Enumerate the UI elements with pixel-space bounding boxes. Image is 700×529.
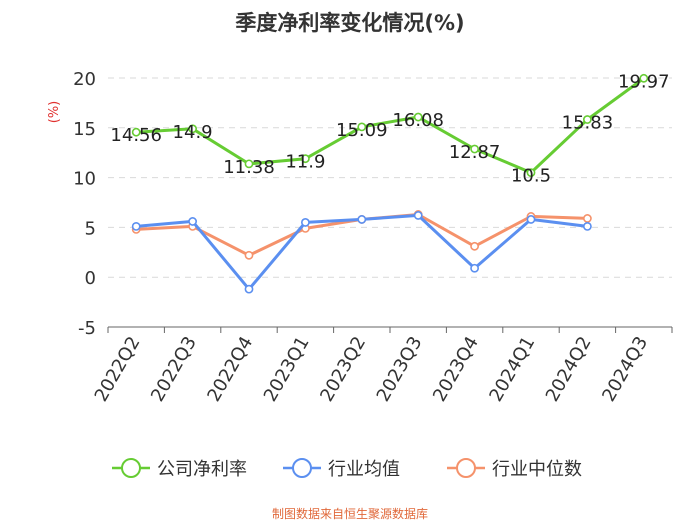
data-label: 19.97 [618,71,670,92]
x-tick-label: 2023Q1 [260,333,314,405]
data-point[interactable] [244,159,254,169]
data-point[interactable] [413,112,423,122]
data-label: 14.9 [173,122,213,143]
data-point[interactable] [639,73,649,83]
data-point[interactable] [583,222,592,231]
data-point[interactable] [357,122,367,132]
y-tick-label: 10 [73,169,96,190]
x-tick-label: 2022Q3 [147,333,201,405]
source-footer: 制图数据来自恒生聚源数据库 [272,506,428,521]
data-point[interactable] [188,124,197,134]
data-label: 11.9 [285,152,325,173]
data-label: 14.56 [110,125,162,146]
data-label: 15.83 [562,113,614,134]
data-label: 12.87 [449,142,501,163]
y-tick-label: 0 [85,268,96,289]
legend-marker[interactable] [121,458,141,478]
data-point[interactable] [583,214,592,223]
y-tick-label: 15 [73,119,96,140]
data-point[interactable] [583,115,592,124]
legend-label[interactable]: 行业均值 [328,459,400,480]
legend-label[interactable]: 公司净利率 [157,459,247,480]
data-point[interactable] [131,127,141,137]
x-tick-label: 2024Q1 [485,333,539,405]
y-tick-label: 20 [73,69,96,90]
data-point[interactable] [300,218,310,227]
data-point[interactable] [470,263,479,273]
series-group [131,73,649,294]
legend: 公司净利率 行业均值 行业中位数 [112,458,582,480]
data-point[interactable] [300,154,310,164]
data-point[interactable] [357,215,367,224]
chart-title: 季度净利率变化情况(%) [235,11,464,35]
legend-marker[interactable] [456,458,476,478]
data-point[interactable] [413,211,423,220]
y-tick-label: 5 [85,218,96,239]
series-line-0 [136,77,645,175]
data-label: 15.09 [336,120,388,141]
legend-label[interactable]: 行业中位数 [492,459,582,480]
data-label: 16.08 [392,110,444,131]
data-point[interactable] [244,284,254,294]
x-tick-label: 2022Q2 [91,333,145,405]
x-tick-label: 2023Q2 [316,333,370,405]
x-tick-label: 2023Q3 [373,333,427,405]
data-point[interactable] [188,217,197,226]
y-tick-label: -5 [78,318,96,339]
x-tick-label: 2024Q2 [542,333,596,405]
data-label: 11.38 [223,157,275,178]
series-line-1 [136,213,588,291]
data-point[interactable] [526,215,536,224]
data-point[interactable] [244,250,254,260]
x-tick-label: 2023Q4 [429,333,483,405]
legend-marker[interactable] [292,458,312,478]
data-label: 10.5 [511,166,551,187]
data-point[interactable] [131,222,141,231]
x-tick-label: 2024Q3 [598,333,652,405]
data-point[interactable] [470,144,479,154]
y-axis-label: (%) [47,101,62,124]
data-point[interactable] [526,168,536,178]
x-tick-label: 2022Q4 [203,333,257,405]
data-point[interactable] [470,241,479,251]
